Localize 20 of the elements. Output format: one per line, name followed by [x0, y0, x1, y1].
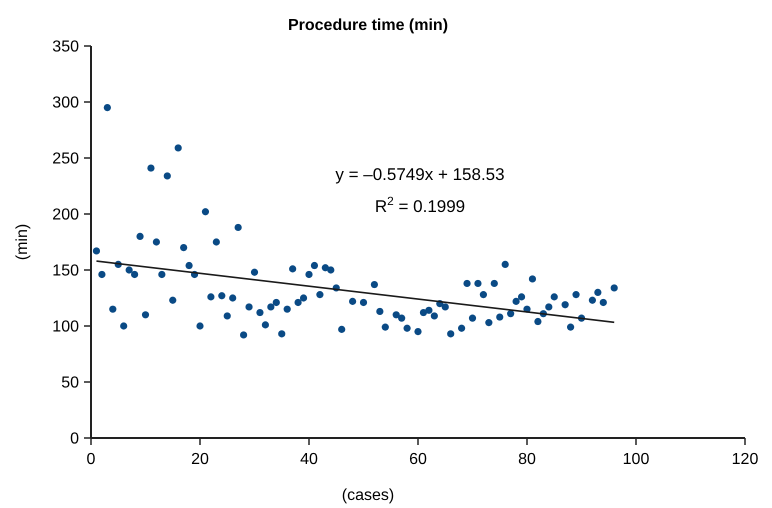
chart-title: Procedure time (min)	[288, 17, 448, 34]
y-tick-label: 100	[52, 318, 80, 336]
y-tick-label: 150	[52, 262, 80, 280]
y-tick-label: 0	[70, 430, 80, 448]
y-tick-label: 350	[52, 38, 80, 56]
x-tick-label: 100	[622, 451, 650, 468]
x-tick-label: 60	[409, 451, 427, 468]
y-tick-label: 300	[52, 94, 80, 112]
y-tick-label: 200	[52, 206, 80, 224]
x-tick-label: 20	[191, 451, 209, 468]
x-axis-title: (cases)	[342, 487, 394, 504]
x-tick-label: 40	[300, 451, 318, 468]
y-axis-title: (min)	[14, 224, 31, 260]
y-tick-label: 250	[52, 150, 80, 168]
y-tick-label: 50	[61, 374, 80, 392]
annotation: R$^{2}$ = 0.1999	[374, 194, 466, 216]
x-tick-label: 0	[86, 451, 96, 468]
annotation: y = –0.5749x + 158.53	[335, 165, 505, 184]
x-tick-label: 120	[732, 451, 758, 468]
x-tick-label: 80	[518, 451, 536, 468]
